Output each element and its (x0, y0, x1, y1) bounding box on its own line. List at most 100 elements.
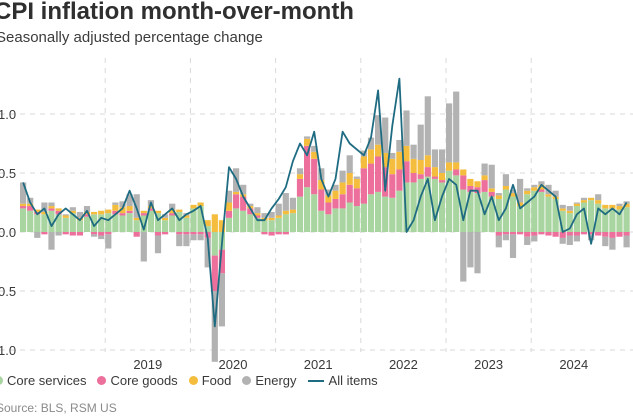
x-tick-label: 2023 (474, 357, 503, 372)
bar-energy (602, 236, 609, 247)
bar-core-services (98, 214, 105, 232)
bar-energy (190, 234, 197, 241)
bar-food (509, 193, 517, 197)
bar-energy (98, 235, 105, 240)
bar-core-services (438, 182, 446, 232)
bar-core-services (83, 216, 91, 232)
bar-energy (509, 189, 517, 194)
bar-food (254, 213, 261, 216)
bar-core-services (424, 176, 431, 232)
bar-energy (353, 176, 360, 179)
bar-energy (105, 234, 112, 249)
bar-core-goods (396, 169, 403, 191)
bar-core-goods (233, 194, 240, 209)
bar-food (91, 211, 98, 215)
legend-swatch-all-items (307, 379, 324, 382)
bar-core-goods (154, 232, 162, 236)
bar-core-goods (197, 232, 204, 235)
bar-energy (48, 232, 55, 250)
bar-energy (375, 115, 382, 145)
bar-energy (62, 214, 69, 216)
bar-energy (424, 96, 431, 156)
bar-core-services (403, 182, 410, 232)
bar-energy (531, 184, 538, 188)
bar-energy (566, 235, 573, 245)
bar-core-services (616, 209, 623, 232)
bar-core-goods (275, 232, 282, 235)
bar-core-goods (367, 163, 375, 195)
y-tick-label: 0.0 (0, 225, 16, 240)
bar-core-goods (91, 232, 98, 235)
bar-energy (481, 163, 488, 176)
bar-energy (623, 235, 630, 248)
bar-food (602, 204, 609, 209)
bar-core-goods (48, 208, 55, 211)
bar-energy (261, 213, 268, 218)
bar-core-services (580, 202, 588, 232)
bar-core-goods (467, 185, 474, 192)
bar-core-services (474, 193, 481, 232)
bar-core-services (34, 214, 41, 232)
bar-core-services (382, 196, 389, 232)
bar-core-goods (602, 232, 609, 237)
bar-core-services (417, 178, 424, 232)
bar-energy (325, 189, 332, 196)
bar-food (438, 173, 446, 181)
bar-core-goods (339, 194, 346, 209)
bar-energy (495, 193, 502, 196)
bar-core-services (261, 220, 268, 232)
bar-food (48, 206, 55, 209)
bar-core-services (119, 215, 126, 232)
bar-core-services (360, 203, 367, 232)
y-tick-label: 1.0 (0, 343, 16, 358)
bar-core-goods (169, 213, 176, 216)
bar-food (389, 158, 396, 175)
bar-core-goods (20, 206, 27, 209)
bar-energy (20, 182, 27, 204)
bar-core-goods (360, 168, 367, 204)
bar-food (62, 215, 69, 218)
bar-energy (446, 103, 453, 163)
bar-energy (580, 197, 588, 201)
bar-core-services (566, 213, 573, 232)
bar-core-services (268, 220, 275, 232)
bar-core-services (410, 182, 417, 232)
bar-core-services (431, 178, 438, 232)
bar-food (69, 210, 76, 214)
bar-energy (69, 207, 76, 211)
bar-energy (282, 193, 289, 211)
bar-core-goods (183, 232, 190, 235)
bar-food (623, 203, 630, 208)
bar-core-services (552, 198, 559, 232)
bar-core-goods (552, 232, 559, 237)
bar-food (289, 209, 296, 214)
bar-food (112, 204, 119, 211)
bar-energy (91, 234, 98, 237)
bar-energy (460, 232, 467, 282)
bar-energy (517, 178, 524, 203)
bar-energy (126, 194, 133, 207)
bar-core-services (609, 208, 616, 232)
bar-core-services (353, 206, 360, 232)
bar-energy (247, 203, 254, 207)
bar-core-goods (481, 180, 488, 192)
bar-core-services (133, 220, 140, 232)
bar-core-services (204, 226, 211, 232)
bar-food (325, 195, 332, 203)
legend-item-all-items: All items (307, 373, 378, 388)
bar-energy (311, 145, 318, 152)
bar-core-services (595, 203, 602, 232)
bar-food (83, 211, 91, 215)
bar-core-services (275, 217, 282, 232)
bar-food (339, 182, 346, 195)
bar-food (233, 191, 240, 195)
bar-energy (225, 190, 233, 203)
bar-food (169, 209, 176, 214)
bar-core-goods (176, 232, 183, 235)
bar-core-services (233, 208, 240, 232)
bar-food (488, 188, 495, 192)
bar-core-services (225, 217, 233, 232)
bar-core-services (289, 213, 296, 232)
bar-energy (332, 184, 339, 191)
bar-energy (509, 234, 517, 258)
